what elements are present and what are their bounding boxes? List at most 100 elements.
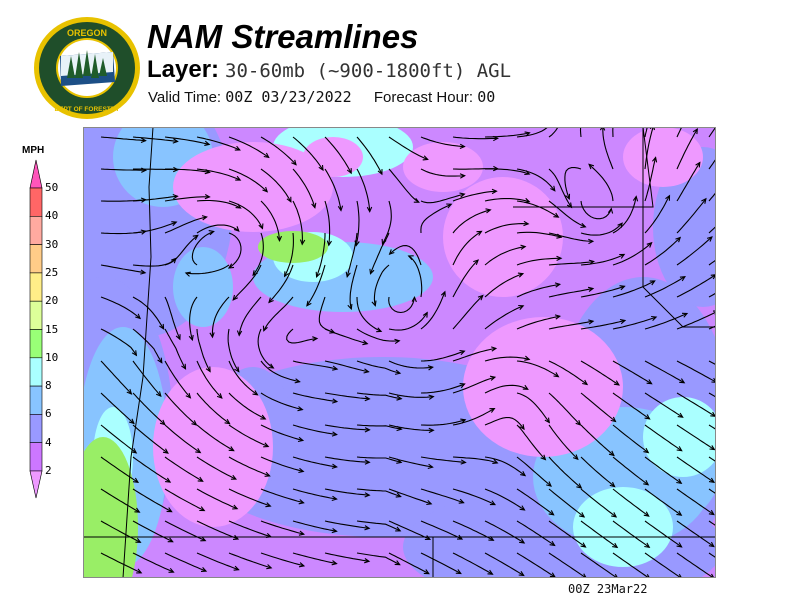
streamline-arrowhead [613,380,620,386]
streamline-arrowhead [485,208,492,214]
streamline-arrowhead [427,365,434,371]
streamline [164,216,207,234]
streamline-arrowhead [195,448,202,454]
streamline-arrowhead [263,442,270,448]
streamline-arrowhead [346,168,352,175]
streamline-arrowhead [140,137,147,144]
streamline-arrowhead [492,458,499,464]
chart-title: NAM Streamlines [147,18,419,55]
valid-time-info: Valid Time: 00Z 03/23/2022 Forecast Hour… [148,88,495,106]
streamline-arrowhead [708,477,716,484]
streamline-arrowhead [297,436,305,443]
streamline [356,296,382,332]
streamline-arrowhead [582,379,589,386]
streamline [676,162,701,202]
streamline [420,291,446,330]
streamline [388,392,434,398]
streamline [484,246,526,266]
streamline [324,392,370,400]
streamline [484,552,524,576]
streamline [349,264,358,310]
streamline [382,200,392,245]
streamline [132,520,173,543]
streamline [260,456,304,473]
streamline [388,168,420,203]
streamline-arrowhead [440,290,446,297]
streamline-arrowhead [232,294,239,301]
streamline [260,520,304,535]
streamline-arrowhead [171,221,178,227]
streamline [196,136,241,151]
streamline [644,520,682,548]
streamline-arrowhead [695,161,701,168]
streamline-arrowhead [155,391,162,398]
streamline [164,392,197,426]
streamline [292,488,337,500]
streamline [420,168,465,177]
streamline-arrowhead [459,192,466,198]
streamline-arrowhead [166,507,173,513]
streamline-arrowhead [576,483,583,489]
streamline-arrowhead [157,357,163,364]
streamline-arrowhead [553,372,560,378]
streamline-arrowhead [619,318,627,325]
streamline [548,392,581,426]
streamline [452,136,498,140]
streamline-arrowhead [519,424,525,431]
streamline [292,424,337,436]
streamline [644,360,685,384]
streamline [260,424,304,442]
streamline [452,190,497,202]
legend-tick-label: 4 [45,435,52,449]
streamline [100,136,146,142]
streamline-arrowhead [427,463,434,470]
streamline [452,230,482,266]
streamline [132,195,178,202]
layer-info: Layer: 30-60mb (~900-1800ft) AGL [147,56,511,84]
streamline-arrowhead [200,567,208,572]
streamline [548,168,572,208]
color-legend [29,159,43,499]
streamline-arrowhead [331,527,338,534]
streamline-arrowhead [428,394,435,400]
streamline [388,456,433,468]
streamline [388,312,428,331]
streamline-arrowhead [428,427,435,434]
streamline [452,376,496,394]
streamline [612,456,649,486]
streamline [644,157,657,202]
streamline [484,417,525,430]
legend-tick-label: 20 [45,294,59,308]
legend-tick-label: 30 [45,237,59,251]
streamline [602,127,614,170]
streamline-arrowhead [457,534,464,540]
streamline [228,392,266,420]
streamline-arrowhead [265,502,272,508]
streamline [196,168,241,181]
streamline [420,193,465,204]
streamline [356,456,402,463]
streamline [516,456,552,487]
streamline [484,305,524,330]
streamline [355,200,360,246]
streamline [548,456,582,489]
streamline-arrowhead [588,163,595,170]
streamline-arrowhead [126,388,133,395]
streamline [612,488,650,517]
streamline-arrowhead [524,355,531,361]
streamline [548,320,594,330]
legend-over-arrow [29,159,43,189]
streamline-arrowhead [460,459,467,465]
streamline [388,488,432,505]
streamline [452,408,495,426]
streamline [548,287,594,298]
streamline [420,383,465,394]
streamline [516,360,559,378]
streamline-arrowhead [188,334,194,342]
streamline-arrowhead [337,205,344,212]
streamline-arrowhead [364,459,371,465]
streamline [324,168,342,211]
streamline-arrowhead [708,509,715,516]
streamline [164,234,199,266]
streamline-arrowhead [394,369,402,375]
